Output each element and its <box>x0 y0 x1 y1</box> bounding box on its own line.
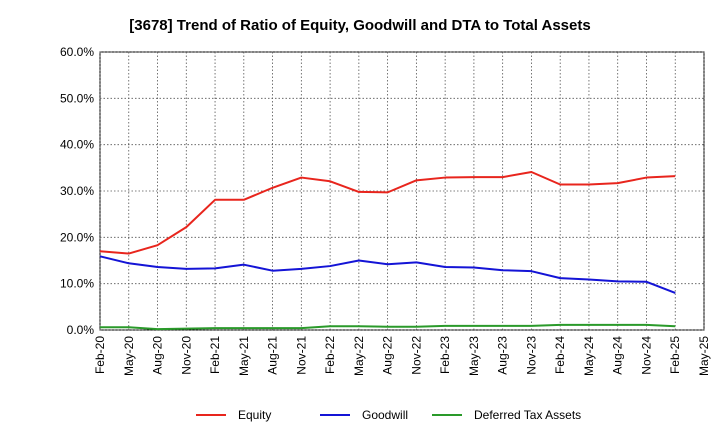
x-tick-label: Aug-23 <box>496 336 510 375</box>
x-tick-label: Feb-25 <box>668 336 682 374</box>
y-tick-label: 50.0% <box>60 91 94 105</box>
trend-line-chart: [3678] Trend of Ratio of Equity, Goodwil… <box>0 0 720 440</box>
x-tick-label: Nov-21 <box>294 336 308 375</box>
x-tick-label: Aug-22 <box>381 336 395 375</box>
x-tick-label: Feb-24 <box>553 336 567 374</box>
x-tick-label: Nov-20 <box>179 336 193 375</box>
x-tick-label: May-20 <box>122 336 136 376</box>
x-tick-label: May-23 <box>467 336 481 376</box>
legend-label: Equity <box>238 408 271 422</box>
x-tick-label: May-22 <box>352 336 366 376</box>
grid-lines <box>100 52 704 330</box>
x-tick-label: Feb-23 <box>438 336 452 374</box>
x-tick-label: Aug-20 <box>151 336 165 375</box>
x-tick-label: Feb-22 <box>323 336 337 374</box>
y-tick-label: 10.0% <box>60 277 94 291</box>
chart-container: [3678] Trend of Ratio of Equity, Goodwil… <box>0 0 720 440</box>
x-tick-label: May-21 <box>237 336 251 376</box>
x-tick-label: Feb-20 <box>93 336 107 374</box>
y-tick-label: 0.0% <box>67 323 95 337</box>
x-tick-label: Nov-23 <box>524 336 538 375</box>
x-tick-label: Feb-21 <box>208 336 222 374</box>
chart-title: [3678] Trend of Ratio of Equity, Goodwil… <box>129 17 590 34</box>
legend-label: Deferred Tax Assets <box>474 408 581 422</box>
y-tick-label: 40.0% <box>60 138 94 152</box>
x-tick-label: May-25 <box>697 336 711 376</box>
x-tick-label: Aug-21 <box>266 336 280 375</box>
legend-label: Goodwill <box>362 408 408 422</box>
y-tick-label: 20.0% <box>60 230 94 244</box>
y-tick-label: 30.0% <box>60 184 94 198</box>
x-tick-label: Nov-24 <box>639 336 653 375</box>
y-tick-label: 60.0% <box>60 45 94 59</box>
x-tick-label: Nov-22 <box>409 336 423 375</box>
x-tick-label: Aug-24 <box>611 336 625 375</box>
legend: Equity Goodwill Deferred Tax Assets <box>196 408 581 422</box>
x-tick-label: May-24 <box>582 336 596 376</box>
